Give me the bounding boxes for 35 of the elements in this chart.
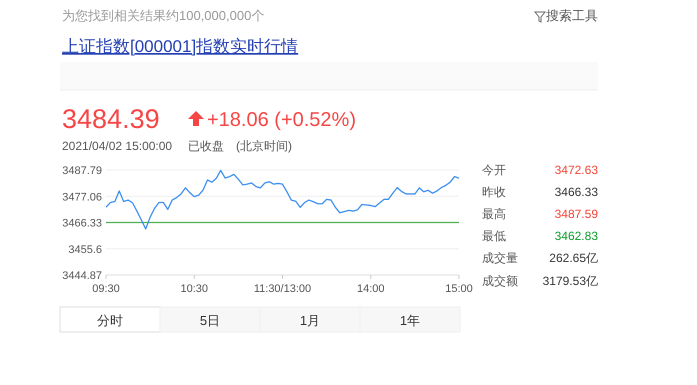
- text: +18.06 (+0.52%): [207, 109, 356, 131]
- text: 已收盘: [188, 139, 224, 153]
- x-tick-label: 14:00: [356, 283, 385, 295]
- x-tick-label: 11:30/13:00: [254, 283, 312, 295]
- x-tick-label: 10:30: [180, 283, 208, 295]
- text: 3179.53亿: [542, 274, 598, 288]
- y-tick-label: 3487.79: [62, 165, 102, 177]
- text: 昨收: [482, 185, 506, 199]
- text: 今开: [482, 163, 506, 177]
- y-tick-label: 3444.87: [62, 270, 102, 282]
- text: 最高: [482, 207, 506, 221]
- y-tick-label: 3455.6: [68, 244, 102, 256]
- x-tick-label: 15:00: [445, 283, 473, 295]
- text: 1年: [400, 313, 420, 328]
- text: 2021/04/02 15:00:00: [62, 139, 172, 153]
- text: 3462.83: [554, 229, 598, 243]
- text: 成交额: [482, 274, 518, 288]
- text: 3472.63: [554, 163, 598, 177]
- text: 5日: [200, 313, 220, 328]
- text: 最低: [482, 229, 506, 243]
- text: 搜索工具: [546, 8, 598, 23]
- text: 1月: [300, 313, 320, 328]
- text: 成交量: [482, 251, 518, 265]
- text: 为您找到相关结果约100,000,000个: [62, 8, 264, 23]
- text: 3487.59: [554, 207, 598, 221]
- line-series: [105, 170, 460, 230]
- text: 262.65亿: [549, 251, 598, 265]
- x-tick-label: 09:30: [92, 283, 120, 295]
- text: 3484.39: [62, 104, 160, 134]
- y-tick-label: 3477.06: [62, 191, 102, 204]
- text: 分时: [97, 313, 123, 328]
- text: (北京时间): [236, 139, 292, 153]
- chart-title: 上证指数[000001]指数实时行情: [62, 37, 298, 56]
- text: 3466.33: [554, 185, 598, 199]
- y-tick-label: 3466.33: [62, 218, 102, 230]
